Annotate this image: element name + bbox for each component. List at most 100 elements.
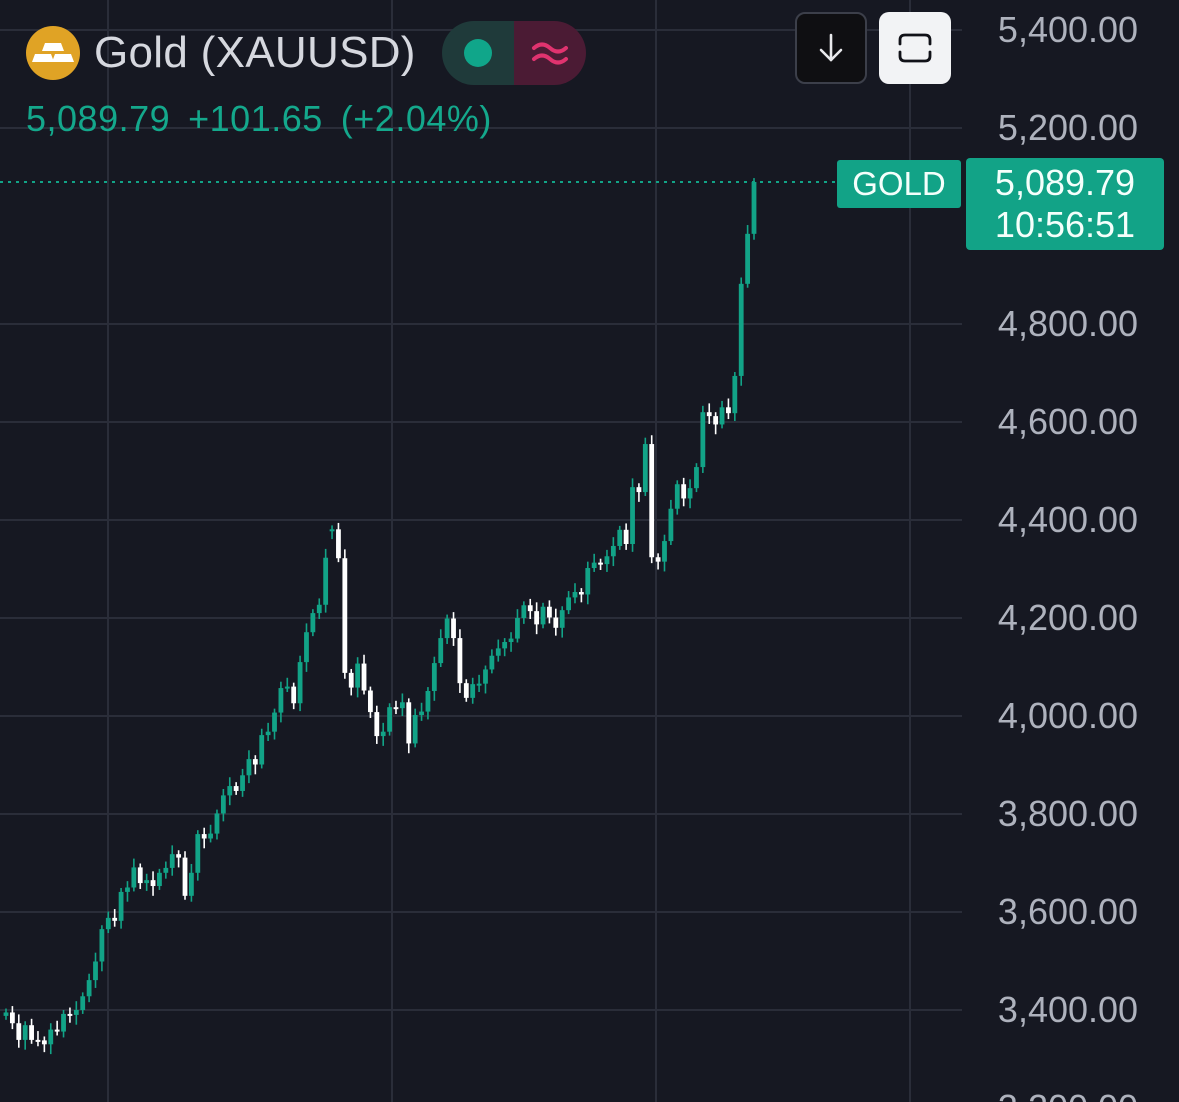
candle — [144, 873, 150, 891]
candle — [425, 687, 431, 720]
candle-body — [444, 618, 450, 639]
candle — [22, 1021, 28, 1050]
candle — [457, 629, 463, 693]
candle — [284, 677, 290, 692]
candle-body — [323, 557, 329, 605]
candle-body — [636, 487, 642, 493]
download-button[interactable] — [795, 12, 867, 84]
candle — [182, 851, 188, 900]
candle-body — [291, 686, 297, 704]
candle — [521, 601, 527, 624]
candle-body — [572, 592, 578, 598]
candles — [3, 178, 757, 1055]
current-price-label: 5,089.79 10:56:51 — [966, 158, 1164, 250]
candle-body — [431, 663, 437, 692]
candle-body — [559, 610, 565, 628]
candle-body — [67, 1013, 73, 1016]
candle — [227, 777, 233, 806]
candle — [706, 403, 712, 424]
candle-body — [515, 618, 520, 639]
candle — [662, 534, 667, 572]
candle-body — [9, 1012, 15, 1024]
candle-body — [604, 556, 610, 565]
candle — [86, 973, 92, 1003]
candle-body — [163, 867, 169, 873]
candle-body — [662, 541, 667, 562]
candle — [189, 863, 194, 902]
candle-body — [380, 731, 386, 737]
candle-body — [176, 854, 182, 858]
candle — [54, 1020, 60, 1036]
candle — [700, 405, 706, 473]
candle-body — [540, 606, 546, 625]
candle-body — [278, 688, 284, 713]
price-axis[interactable]: 5,400.00 5,200.00 4,800.00 4,600.00 4,400.00… — [998, 9, 1138, 1102]
candle — [73, 1001, 79, 1025]
candle-body — [310, 613, 316, 633]
y-tick-label: 3,200.00 — [998, 1087, 1138, 1102]
candle-body — [118, 891, 124, 921]
candle — [623, 523, 629, 550]
gold-bars-icon — [26, 26, 80, 80]
candle-body — [553, 617, 559, 628]
candle-body — [617, 529, 623, 546]
candle — [342, 549, 348, 679]
candle-body — [630, 487, 635, 545]
candle-body — [438, 638, 444, 664]
y-tick-label: 5,400.00 — [998, 9, 1138, 50]
candle — [559, 606, 565, 638]
candle — [310, 609, 316, 637]
candle-body — [316, 604, 322, 614]
market-status-pill[interactable] — [441, 21, 586, 85]
candle-body — [668, 508, 674, 542]
candle — [694, 463, 699, 493]
candle — [476, 674, 482, 692]
candle — [681, 477, 687, 507]
fullscreen-button[interactable] — [879, 12, 951, 84]
candle — [41, 1036, 47, 1053]
candle — [732, 372, 738, 422]
candle — [649, 435, 655, 564]
candle — [598, 558, 603, 570]
candle — [617, 525, 623, 550]
candle-body — [144, 880, 150, 884]
fullscreen-icon — [898, 33, 932, 63]
candle — [361, 654, 367, 695]
candle-body — [681, 484, 687, 499]
symbol-title[interactable]: Gold (XAUUSD) — [94, 28, 416, 77]
candle — [726, 398, 731, 420]
candle-body — [201, 834, 207, 839]
candle-body — [585, 568, 591, 595]
candle-body — [182, 857, 188, 896]
candle-body — [240, 775, 245, 791]
candle-body — [48, 1029, 54, 1045]
candle — [329, 525, 335, 540]
candle — [655, 553, 661, 570]
candle-body — [642, 444, 648, 493]
candle-body — [112, 917, 118, 921]
candle — [3, 1008, 9, 1020]
candle-body — [355, 663, 361, 688]
candle-body — [169, 854, 175, 868]
candle-body — [738, 283, 744, 376]
y-tick-label: 5,200.00 — [998, 107, 1138, 148]
candle — [604, 549, 610, 572]
candle — [451, 612, 456, 646]
last-price: 5,089.79 — [26, 98, 171, 139]
candle-body — [35, 1039, 41, 1042]
candle-body — [521, 605, 527, 618]
candle-body — [137, 867, 143, 884]
candle — [438, 629, 444, 667]
candle — [553, 608, 559, 636]
candle — [336, 522, 341, 563]
candle — [252, 755, 258, 775]
current-price-value: 5,089.79 — [994, 162, 1136, 203]
candle-body — [208, 833, 213, 839]
candle — [278, 681, 284, 723]
candle-body — [489, 655, 495, 670]
candle — [738, 277, 744, 386]
candle — [368, 686, 373, 718]
candle — [508, 632, 514, 652]
candle — [444, 614, 450, 644]
